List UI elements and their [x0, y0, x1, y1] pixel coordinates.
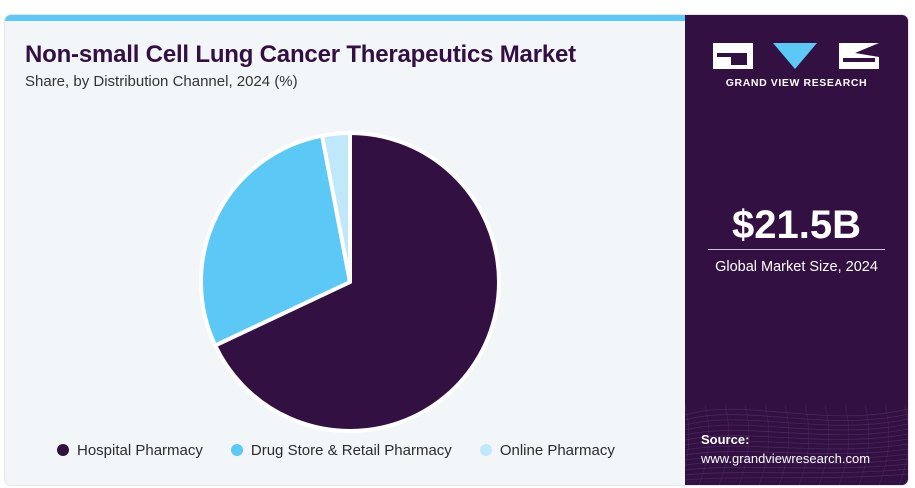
- sidebar-panel: GRAND VIEW RESEARCH $21.5B Global Market…: [685, 15, 908, 485]
- wave-mesh-line: [878, 404, 890, 485]
- wave-mesh-line: [818, 404, 830, 485]
- wave-mesh-line: [798, 404, 810, 485]
- wave-line: [685, 408, 908, 417]
- wave-mesh-line: [898, 404, 908, 485]
- wave-line: [685, 473, 908, 481]
- wave-line: [685, 423, 908, 431]
- wave-line: [685, 428, 908, 436]
- chart-legend: Hospital Pharmacy Drug Store & Retail Ph…: [57, 439, 643, 461]
- infographic-card: Non-small Cell Lung Cancer Therapeutics …: [5, 15, 908, 485]
- source-link[interactable]: www.grandviewresearch.com: [701, 451, 871, 466]
- gvr-logo-icon: [713, 43, 879, 69]
- wave-line: [685, 413, 908, 421]
- legend-label-hospital-pharmacy: Hospital Pharmacy: [77, 441, 203, 459]
- wave-mesh-line: [858, 404, 870, 485]
- wave-line: [685, 443, 908, 451]
- chart-subtitle: Share, by Distribution Channel, 2024 (%): [25, 73, 298, 90]
- legend-item-drug-store-retail-pharmacy: Drug Store & Retail Pharmacy: [230, 441, 452, 459]
- source-label: Source:: [701, 432, 750, 447]
- pie-slice-drug-store-retail-pharmacy: [199, 133, 352, 348]
- market-size-label: Global Market Size, 2024: [715, 259, 878, 275]
- wave-mesh-line: [685, 404, 690, 468]
- market-size-value: $21.5B: [732, 203, 861, 247]
- pie-slice-hospital-pharmacy: [213, 131, 501, 433]
- stat-divider: [708, 249, 885, 250]
- wave-mesh-line: [838, 404, 850, 485]
- pie-slice-online-pharmacy: [320, 131, 352, 284]
- wave-line: [685, 458, 908, 466]
- legend-swatch-hospital-pharmacy: [57, 444, 69, 456]
- legend-item-hospital-pharmacy: Hospital Pharmacy: [57, 442, 203, 459]
- wave-mesh-line: [718, 404, 730, 485]
- legend-label-online-pharmacy: Online Pharmacy: [499, 441, 615, 459]
- legend-swatch-online-pharmacy: [479, 444, 492, 456]
- wave-line: [685, 418, 908, 426]
- legend-swatch-drug-store-retail-pharmacy: [230, 444, 243, 456]
- chart-title: Non-small Cell Lung Cancer Therapeutics …: [25, 41, 576, 68]
- wave-mesh-line: [738, 404, 750, 485]
- legend-label-drug-store-retail-pharmacy: Drug Store & Retail Pharmacy: [250, 441, 452, 459]
- chart-panel: Non-small Cell Lung Cancer Therapeutics …: [5, 15, 685, 485]
- wave-line: [685, 468, 908, 476]
- wave-pattern-decoration: [685, 404, 908, 485]
- wave-line: [685, 463, 908, 471]
- wave-line: [685, 438, 908, 446]
- pie-chart: [199, 131, 501, 433]
- accent-top-bar: [5, 15, 685, 21]
- wave-mesh-line: [778, 404, 790, 485]
- wave-mesh-line: [758, 404, 770, 485]
- wave-line: [685, 453, 908, 461]
- legend-item-online-pharmacy: Online Pharmacy: [479, 441, 615, 459]
- wave-mesh-line: [698, 404, 710, 485]
- wave-line: [685, 448, 908, 456]
- brand-name: GRAND VIEW RESEARCH: [725, 77, 868, 89]
- wave-line: [685, 433, 908, 441]
